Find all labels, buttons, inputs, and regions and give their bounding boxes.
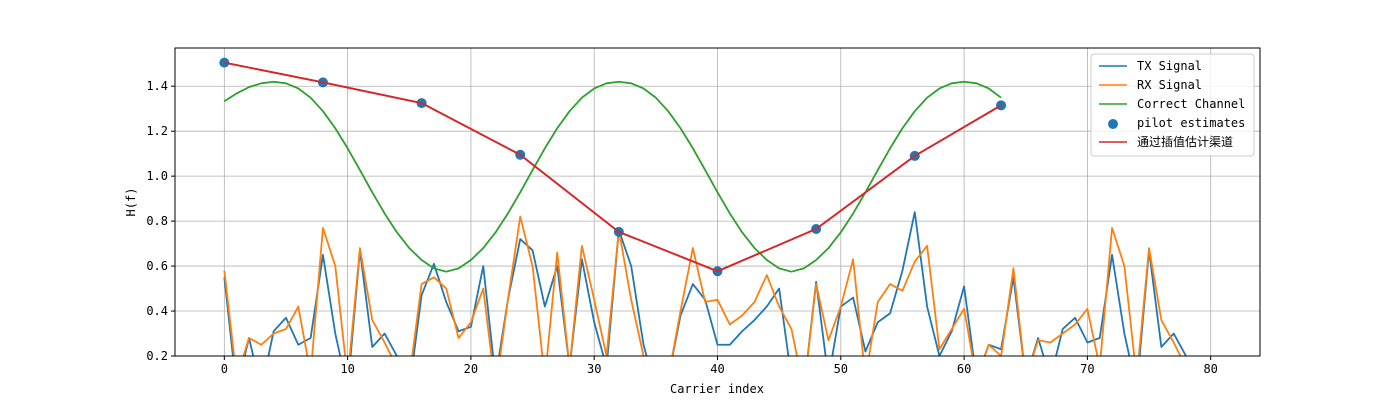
x-tick-label: 80 — [1203, 362, 1217, 376]
pilot-estimate-point — [996, 100, 1007, 111]
series-line-interpolated-overlay — [224, 61, 1002, 273]
x-tick-label: 50 — [834, 362, 848, 376]
y-tick-label: 0.8 — [146, 214, 168, 228]
x-tick-label: 20 — [464, 362, 478, 376]
y-tick-label: 0.6 — [146, 259, 168, 273]
legend-label-correct-channel: Correct Channel — [1137, 97, 1245, 111]
legend-label-pilot-estimates: pilot estimates — [1137, 116, 1245, 130]
legend-label-tx-signal: TX Signal — [1137, 59, 1202, 73]
x-tick-label: 40 — [710, 362, 724, 376]
pilot-estimate-point — [219, 57, 230, 68]
x-tick-label: 0 — [221, 362, 228, 376]
y-tick-label: 1.0 — [146, 169, 168, 183]
legend-frame — [1090, 53, 1255, 157]
series-line-correct-channel — [223, 80, 1002, 273]
x-tick-label: 70 — [1080, 362, 1094, 376]
legend-label-interpolated-channel: 通过插值估计渠道 — [1137, 134, 1233, 149]
x-tick-label: 10 — [340, 362, 354, 376]
y-tick-label: 0.4 — [146, 304, 168, 318]
y-tick-label: 1.2 — [146, 124, 168, 138]
series-line-rx-signal — [223, 215, 1182, 356]
legend-swatch-pilot-estimates — [1108, 119, 1118, 129]
legend-label-rx-signal: RX Signal — [1137, 78, 1202, 92]
x-tick-label: 60 — [957, 362, 971, 376]
y-axis-label: H(f) — [124, 188, 138, 217]
grid — [175, 48, 1260, 357]
x-tick-label: 30 — [587, 362, 601, 376]
legend: TX Signal RX Signal Correct Channel pilo… — [1090, 53, 1255, 157]
axis-ticks: 0 10 20 30 40 50 60 70 80 0.2 0.4 0.6 0.8 1.0 1.2 1.4 — [146, 79, 1218, 376]
x-axis-label: Carrier index — [670, 382, 764, 396]
series-layer — [219, 57, 1187, 356]
y-tick-label: 0.2 — [146, 349, 168, 363]
y-tick-label: 1.4 — [146, 79, 168, 93]
